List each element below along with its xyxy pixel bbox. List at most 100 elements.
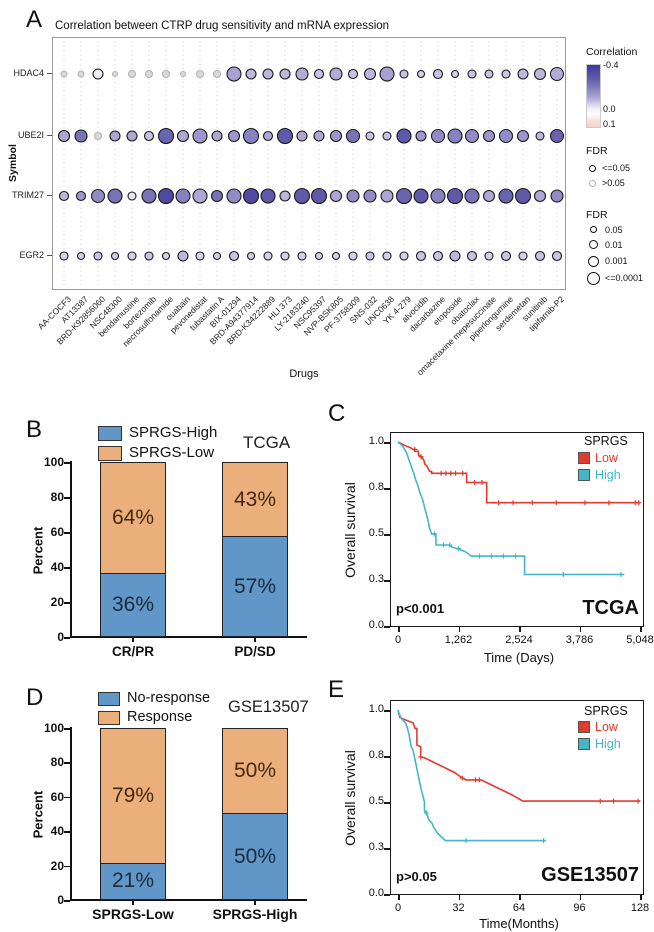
- panel-e-ticks-xmark-0: [398, 895, 400, 900]
- censor-mark: [479, 479, 485, 485]
- bubble-EGR2-21: [415, 250, 427, 262]
- panel-d-xtick-1: [132, 901, 134, 905]
- panel-b-yticks-mark-0: [64, 637, 70, 639]
- censor-mark: [512, 553, 518, 559]
- panel-e-ticks-ymark-0.8: [384, 756, 390, 758]
- bubble-TRIM27-22: [430, 188, 446, 204]
- bubble-UBE2I-21: [415, 130, 427, 142]
- panel-e-ticks-y-0.5: 0.5: [368, 795, 384, 807]
- panel-d-yticks-mark-40: [64, 831, 70, 833]
- bubble-HDAC4-25: [484, 69, 494, 79]
- bar-sprgs-high-orange-segment: 50%: [222, 728, 288, 814]
- fdr-sig-item-1: <=0.05: [602, 163, 631, 173]
- bubble-UBE2I-17: [345, 128, 361, 144]
- censor-mark: [560, 571, 566, 577]
- bar-sprgs-high-blue-value: 50%: [233, 844, 277, 868]
- bubble-EGR2-0: [59, 251, 69, 261]
- fdr-size-legend-title: FDR: [586, 209, 608, 221]
- panel-e-plot-area: [390, 700, 644, 895]
- panel-e-ticks-ymark-0.0: [384, 894, 390, 896]
- gene-tick-EGR2: [47, 255, 52, 257]
- censor-mark: [510, 500, 516, 506]
- bubble-HDAC4-26: [501, 69, 511, 79]
- panel-e-dataset-label: GSE13507: [541, 864, 639, 886]
- bubble-HDAC4-13: [279, 68, 291, 80]
- panel-d-x-axis: [70, 899, 307, 901]
- censor-mark: [455, 546, 461, 552]
- bubble-EGR2-6: [161, 251, 171, 261]
- panel-d-yticks-label-60: 60: [50, 789, 64, 804]
- panel-e-pvalue: p>0.05: [396, 869, 437, 884]
- panel-c-legend-high: High: [595, 468, 621, 482]
- panel-b-y-axis: [70, 461, 72, 638]
- bubble-HDAC4-21: [416, 69, 426, 79]
- panel-d-legend-1: No-response: [127, 690, 211, 706]
- panel-d-yticks-label-100: 100: [43, 721, 64, 735]
- panel-e-x-axis-title: Time(Months): [479, 916, 559, 931]
- bubble-UBE2I-6: [157, 127, 175, 145]
- panel-d-xtick-2: [254, 901, 256, 905]
- bubble-plot-area: [52, 37, 566, 290]
- panel-c-label: C: [328, 400, 346, 427]
- bubble-EGR2-25: [484, 251, 494, 261]
- panel-c-ticks-x-5,048: 5,048: [626, 634, 654, 646]
- censor-mark: [441, 542, 447, 548]
- panel-b-yticks-label-0: 0: [57, 630, 64, 644]
- bar-sprgs-low-orange-segment: 79%: [100, 728, 166, 864]
- bubble-UBE2I-20: [396, 128, 412, 144]
- bubble-HDAC4-18: [363, 67, 377, 81]
- bar-pdsd-blue-value: 57%: [233, 574, 277, 598]
- bubble-UBE2I-0: [57, 129, 71, 143]
- bubble-TRIM27-27: [514, 187, 532, 205]
- bar-sprgs-high-blue-segment: 50%: [222, 814, 288, 900]
- panel-c-ticks-y-0.5: 0.5: [368, 527, 384, 539]
- panel-e-ticks-x-0: 0: [394, 902, 402, 914]
- panel-c-legend-low: Low: [595, 451, 618, 465]
- bubble-TRIM27-2: [90, 188, 106, 204]
- panel-c-km-svg: [397, 441, 642, 577]
- bubble-TRIM27-13: [279, 190, 291, 202]
- panel-e-label: E: [328, 676, 345, 703]
- correlation-tick-bottom: 0.1: [603, 119, 616, 129]
- bubble-EGR2-17: [348, 251, 358, 261]
- panel-b-yticks-label-60: 60: [50, 525, 64, 539]
- sprgs-low-swatch-icon: [98, 446, 122, 461]
- bubble-TRIM27-1: [75, 190, 87, 202]
- panel-b-yticks-label-100: 100: [43, 455, 64, 469]
- bubble-EGR2-18: [365, 251, 375, 261]
- censor-mark: [476, 553, 482, 559]
- panel-c-y-axis-title: Overall survival: [342, 482, 358, 578]
- bubble-EGR2-10: [228, 250, 240, 262]
- censor-mark: [453, 470, 459, 476]
- bar-sprgs-low-orange-value: 79%: [111, 783, 155, 807]
- bubble-TRIM27-23: [446, 187, 464, 205]
- panel-e-ticks-xmark-128: [640, 895, 642, 900]
- panel-c-km-svg-curve-low: [397, 441, 640, 504]
- bubble-EGR2-19: [382, 251, 392, 261]
- panel-d-yticks-mark-60: [64, 796, 70, 799]
- bubble-HDAC4-3: [111, 70, 119, 78]
- bubble-EGR2-2: [93, 251, 103, 261]
- bubble-HDAC4-22: [432, 68, 444, 80]
- panel-d-label: D: [26, 684, 44, 711]
- panel-d-category-2: SPRGS-High: [212, 906, 298, 922]
- bar-crpr-blue-segment: 36%: [100, 574, 166, 637]
- censor-mark: [618, 571, 624, 577]
- bubble-HDAC4-15: [313, 68, 325, 80]
- panel-c-ticks-xmark-2,524: [519, 627, 521, 632]
- fdr-sig-dot-icon: [589, 165, 596, 172]
- fdr-size-item-2: 0.01: [605, 240, 623, 250]
- panel-c-ticks-y-0.8: 0.8: [368, 481, 384, 493]
- bubble-EGR2-11: [246, 251, 256, 261]
- panel-c-ticks-x-1,262: 1,262: [444, 634, 473, 646]
- bubble-EGR2-22: [432, 250, 444, 262]
- panel-e-low-swatch-icon: [578, 721, 590, 733]
- panel-a-label: A: [26, 6, 43, 33]
- bubble-EGR2-1: [76, 251, 86, 261]
- fdr-size-item-4: <=0.0001: [605, 273, 644, 283]
- bubble-UBE2I-22: [430, 128, 446, 144]
- panel-e-legend-high: High: [595, 737, 621, 751]
- bubble-UBE2I-10: [227, 129, 241, 143]
- panel-b-label: B: [26, 416, 43, 443]
